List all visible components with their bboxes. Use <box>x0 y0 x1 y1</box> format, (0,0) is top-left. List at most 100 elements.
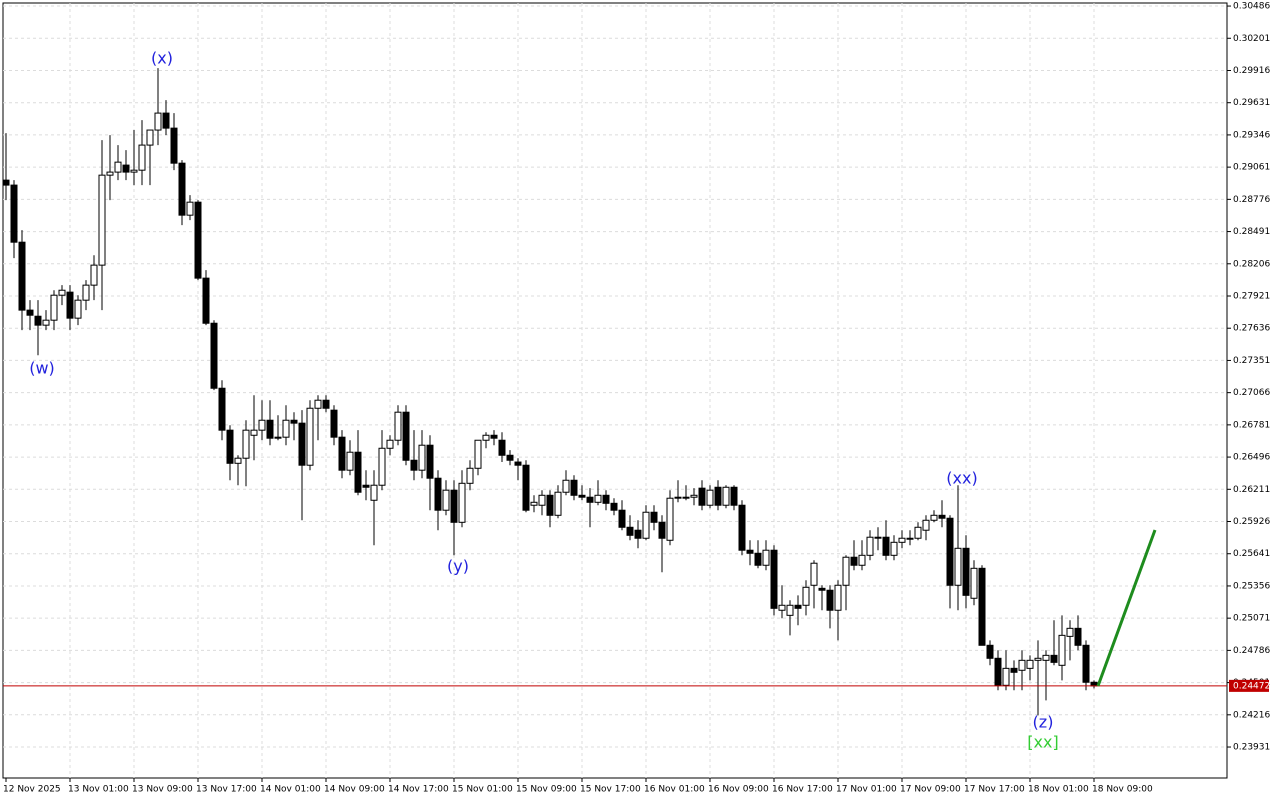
candle-body <box>2 179 10 186</box>
candle-body <box>810 562 818 586</box>
y-tick-label: 0.25641 <box>1233 549 1270 559</box>
candle-body <box>314 399 322 409</box>
last-price-label: 0.24472 <box>1233 681 1270 691</box>
x-tick-label: 14 Nov 01:00 <box>260 785 321 795</box>
candle-body <box>418 444 426 471</box>
candle-body <box>130 169 138 173</box>
candle-body <box>346 451 354 471</box>
candle-body <box>234 457 242 464</box>
candle-body <box>898 537 906 543</box>
candle-body <box>26 309 34 316</box>
wave-label: (z) <box>1033 713 1054 732</box>
candle-body <box>946 517 954 586</box>
candle-body <box>146 129 154 146</box>
candle-body <box>66 291 74 319</box>
candle-body <box>930 514 938 521</box>
candle-body <box>970 567 978 599</box>
candle-body <box>674 496 682 499</box>
plot-frame <box>2 2 1228 779</box>
candle-body <box>370 484 378 501</box>
last-price-tag <box>1229 679 1269 692</box>
x-tick-label: 17 Nov 09:00 <box>900 785 961 795</box>
candle-body <box>866 536 874 556</box>
candle-body <box>618 509 626 528</box>
candle-body <box>1082 644 1090 683</box>
candle-body <box>650 511 658 523</box>
candle-body <box>690 494 698 498</box>
candle-body <box>306 407 314 466</box>
candle-body <box>386 439 394 449</box>
candle-body <box>250 429 258 436</box>
x-tick-label: 16 Nov 09:00 <box>708 785 769 795</box>
candle-body <box>1090 681 1098 687</box>
candle-body <box>114 161 122 173</box>
candle-body <box>202 277 210 324</box>
candle-body <box>74 299 82 319</box>
candle-body <box>90 264 98 286</box>
x-tick-label: 12 Nov 2025 <box>3 785 61 795</box>
candle-body <box>786 604 794 616</box>
candle-body <box>290 419 298 424</box>
candle-body <box>530 501 538 506</box>
candle-body <box>634 529 642 539</box>
y-tick-label: 0.28491 <box>1233 227 1270 237</box>
candle-body <box>242 429 250 459</box>
y-tick-label: 0.27921 <box>1233 291 1270 301</box>
candle-body <box>442 489 450 511</box>
candle-body <box>570 479 578 496</box>
candle-body <box>378 447 386 486</box>
y-tick-label: 0.24786 <box>1233 646 1270 656</box>
candle-body <box>666 497 674 541</box>
candle-body <box>506 454 514 461</box>
candle-body <box>826 589 834 611</box>
y-tick-label: 0.29346 <box>1233 130 1270 140</box>
candle-body <box>1074 627 1082 646</box>
candle-body <box>466 467 474 484</box>
x-tick-label: 13 Nov 01:00 <box>68 785 129 795</box>
wave-label: (xx) <box>946 469 977 488</box>
wave-label: [xx] <box>1027 733 1058 752</box>
candle-body <box>330 409 338 438</box>
candle-body <box>1050 654 1058 663</box>
y-tick-label: 0.30486 <box>1233 2 1270 12</box>
candle-body <box>538 494 546 506</box>
x-tick-label: 14 Nov 09:00 <box>324 785 385 795</box>
candle-body <box>82 284 90 301</box>
candle-body <box>58 289 66 296</box>
candle-body <box>714 486 722 506</box>
candle-body <box>490 434 498 439</box>
wave-label: (w) <box>29 359 55 378</box>
candle-body <box>450 489 458 523</box>
candle-body <box>426 444 434 479</box>
candle-body <box>642 511 650 539</box>
candle-body <box>738 504 746 551</box>
candle-body <box>762 549 770 566</box>
x-tick-label: 18 Nov 09:00 <box>1092 785 1153 795</box>
wave-label: (y) <box>447 557 469 576</box>
candle-body <box>850 556 858 566</box>
candle-body <box>954 547 962 586</box>
candle-body <box>266 419 274 439</box>
candle-body <box>978 567 986 646</box>
candle-body <box>562 479 570 493</box>
candle-body <box>498 439 506 456</box>
candle-body <box>818 587 826 591</box>
x-tick-label: 16 Nov 17:00 <box>772 785 833 795</box>
candle-body <box>338 436 346 471</box>
candle-body <box>594 494 602 503</box>
candle-body <box>402 411 410 461</box>
candle-body <box>434 477 442 511</box>
candle-body <box>274 436 282 439</box>
wave-label: (x) <box>151 49 173 68</box>
candle-body <box>322 399 330 409</box>
y-tick-label: 0.25926 <box>1233 517 1270 527</box>
x-tick-label: 16 Nov 01:00 <box>644 785 705 795</box>
candle-body <box>874 536 882 539</box>
y-tick-label: 0.24216 <box>1233 710 1270 720</box>
candle-body <box>778 604 786 611</box>
y-tick-label: 0.27066 <box>1233 388 1270 398</box>
candle-body <box>834 584 842 611</box>
candle-body <box>554 491 562 516</box>
x-tick-label: 15 Nov 17:00 <box>580 785 641 795</box>
y-tick-label: 0.26781 <box>1233 420 1270 430</box>
